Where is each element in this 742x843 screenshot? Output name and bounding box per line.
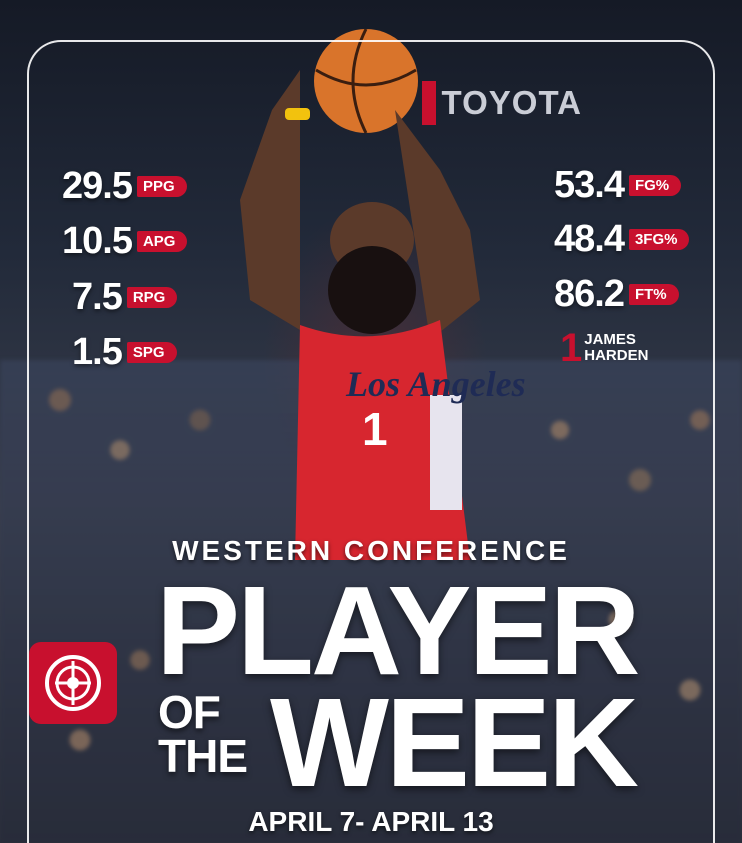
stat-value: 10.5: [62, 220, 133, 262]
stat-label: RPG: [126, 286, 178, 308]
sponsor-mark: [422, 81, 436, 125]
player-first-name: JAMES: [584, 331, 636, 348]
jersey: [295, 320, 470, 560]
player-last-name: HARDEN: [584, 347, 649, 364]
stat-label: PPG: [136, 175, 187, 197]
headline-of: OF: [158, 686, 221, 738]
basketball-icon: [314, 29, 418, 133]
stat-3fg-pct: 48.4 3FG%: [554, 218, 690, 260]
stat-value: 1.5: [72, 331, 123, 373]
headline-the: THE: [158, 730, 248, 782]
team-logo: [29, 642, 117, 724]
stat-label: FT%: [628, 283, 679, 305]
stat-label: SPG: [126, 341, 177, 363]
sponsor-sign: TOYOTA: [422, 81, 582, 125]
stat-label: FG%: [628, 174, 682, 196]
stat-fg-pct: 53.4 FG%: [554, 164, 682, 206]
headline-of-the: OF THE: [158, 686, 248, 782]
stat-value: 48.4: [554, 218, 625, 260]
team-shield-logo-icon: [45, 655, 101, 711]
stat-label: APG: [136, 230, 188, 252]
date-range: APRIL 7- APRIL 13: [248, 806, 494, 837]
stat-ft-pct: 86.2 FT%: [554, 275, 679, 313]
stat-apg: 10.5 APG: [62, 220, 188, 262]
stat-value: 7.5: [72, 276, 123, 318]
headline-week: WEEK: [270, 672, 639, 813]
stat-rpg: 7.5 RPG: [72, 276, 178, 318]
graphic-frame: [27, 40, 715, 843]
sponsor-name: TOYOTA: [441, 84, 582, 121]
stat-spg: 1.5 SPG: [72, 333, 177, 371]
jersey-number: 1: [362, 403, 388, 455]
conference-label: WESTERN CONFERENCE: [172, 535, 570, 566]
stat-value: 29.5: [62, 165, 133, 207]
headline-player: PLAYER: [156, 560, 641, 701]
player-number: 1: [560, 326, 583, 370]
stat-ppg: 29.5 PPG: [62, 167, 187, 205]
player-name: JAMES HARDEN: [584, 332, 648, 364]
stat-value: 53.4: [554, 164, 625, 206]
jersey-script: Los Angeles: [345, 364, 526, 404]
player-name-tag: 1 JAMES HARDEN: [560, 328, 648, 368]
stat-value: 86.2: [554, 273, 625, 315]
stat-label: 3FG%: [628, 228, 690, 250]
